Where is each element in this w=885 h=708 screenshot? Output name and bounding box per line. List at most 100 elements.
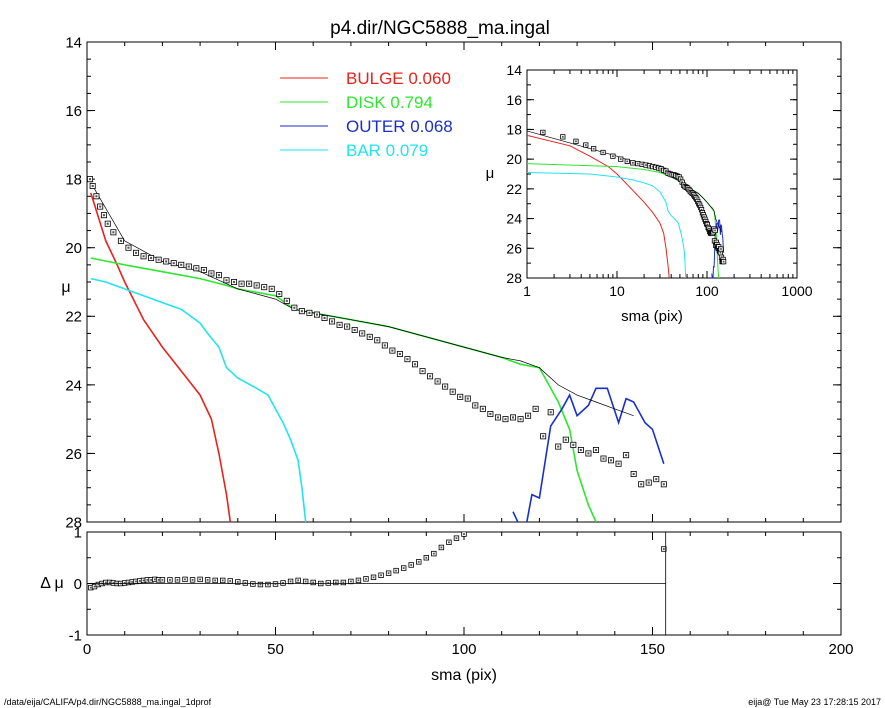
residual-y-axis-label: Δ μ	[40, 575, 63, 592]
data-point-core	[700, 208, 703, 211]
data-point-core	[421, 370, 424, 373]
y-tick-label: 14	[506, 62, 522, 78]
data-point-core	[259, 583, 262, 586]
data-point-core	[221, 579, 224, 582]
data-point-core	[706, 223, 709, 226]
data-point-core	[511, 416, 515, 419]
data-point-core	[651, 165, 654, 168]
data-point-core	[157, 258, 160, 261]
x-tick-label: 1	[523, 283, 531, 299]
data-point-core	[236, 581, 239, 583]
data-point-core	[232, 280, 236, 284]
data-point-core	[135, 580, 137, 583]
data-point-core	[602, 151, 604, 154]
outer-line	[512, 387, 665, 522]
data-point-core	[619, 158, 622, 161]
data-point-core	[631, 161, 634, 164]
data-point-core	[722, 260, 725, 263]
data-point-core	[88, 178, 92, 181]
data-point-core	[349, 580, 352, 583]
y-tick-label: 24	[506, 211, 522, 227]
data-point-core	[104, 581, 107, 584]
data-point-core	[150, 256, 153, 260]
data-point-core	[474, 404, 477, 407]
data-point-core	[127, 246, 130, 249]
data-point-core	[489, 412, 492, 416]
data-point-core	[142, 579, 145, 582]
data-point-core	[636, 162, 639, 165]
bulge-line	[527, 134, 670, 278]
x-tick-label: 100	[451, 641, 476, 658]
data-point-core	[342, 581, 345, 584]
data-point-core	[417, 560, 420, 563]
x-tick-label: 150	[640, 641, 665, 658]
main-panel-data	[87, 176, 667, 522]
legend-label-bar: BAR 0.079	[346, 141, 428, 160]
data-point-core	[127, 581, 130, 584]
main-y-axis-label: μ	[61, 279, 70, 296]
y-tick-label: 26	[506, 240, 522, 256]
data-point-core	[131, 581, 134, 583]
chart-title: p4.dir/NGC5888_ma.ingal	[330, 18, 550, 39]
data-point-core	[274, 583, 277, 585]
data-point-core	[108, 581, 111, 584]
data-point-core	[645, 164, 647, 166]
data-point-core	[368, 335, 371, 338]
data-point-core	[244, 582, 247, 584]
bulge-line	[90, 192, 232, 522]
data-point-core	[346, 325, 349, 328]
data-point-core	[99, 205, 102, 208]
data-point-core	[165, 260, 168, 263]
data-point-core	[662, 483, 665, 486]
data-point-core	[459, 395, 462, 398]
data-point-core	[372, 576, 375, 579]
data-point-core	[95, 195, 98, 198]
data-point-core	[138, 580, 141, 582]
data-point-core	[655, 478, 658, 481]
data-point-core	[383, 344, 386, 347]
data-point-core	[304, 580, 307, 583]
data-point-core	[612, 155, 614, 158]
data-point-core	[285, 299, 288, 302]
data-point-core	[195, 267, 198, 270]
data-point-core	[308, 311, 311, 314]
data-point-core	[153, 578, 156, 581]
data-point-core	[391, 349, 394, 352]
data-point-core	[217, 274, 220, 277]
data-point-core	[248, 282, 251, 285]
bar-line	[90, 277, 307, 522]
data-point-core	[398, 352, 401, 356]
data-point-core	[357, 579, 360, 582]
data-point-core	[402, 567, 405, 569]
x-tick-label: 1000	[781, 283, 812, 299]
data-point-core	[534, 407, 537, 410]
y-tick-label: 18	[65, 172, 82, 189]
residual-panel: 0 50 100 150 200-101	[69, 524, 854, 658]
legend-label-disk: DISK 0.794	[346, 93, 433, 112]
data-point-core	[240, 282, 243, 285]
data-point-core	[102, 214, 106, 217]
data-point-core	[297, 579, 300, 582]
data-point-core	[251, 583, 254, 585]
data-point-core	[662, 548, 665, 550]
bar-line	[527, 172, 687, 278]
data-point-core	[119, 239, 122, 242]
data-point-core	[112, 582, 115, 584]
data-point-core	[361, 332, 364, 335]
data-point-core	[267, 583, 269, 586]
inset-y-axis-label: μ	[486, 165, 495, 182]
data-point-core	[451, 390, 454, 393]
data-point-core	[527, 414, 530, 417]
data-point-core	[376, 339, 379, 342]
data-point-core	[626, 160, 629, 163]
data-point-core	[720, 248, 722, 250]
y-tick-label: 28	[506, 270, 522, 286]
data-point-core	[594, 448, 597, 452]
data-point-core	[161, 578, 164, 581]
data-point-core	[504, 418, 507, 421]
data-point-core	[91, 184, 94, 188]
data-point-core	[380, 574, 382, 577]
inset-panel-data	[527, 129, 727, 278]
data-point-core	[89, 586, 92, 589]
data-point-core	[387, 572, 390, 575]
